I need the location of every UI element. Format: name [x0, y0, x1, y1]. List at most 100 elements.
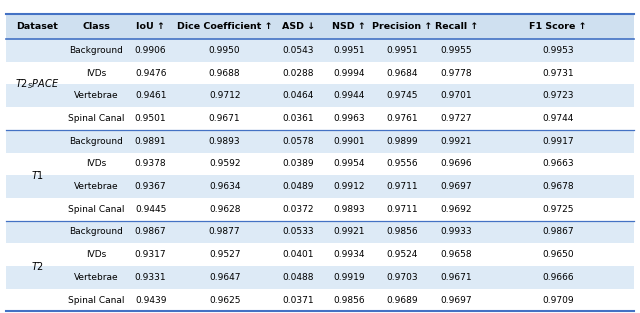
Text: 0.9634: 0.9634 — [209, 182, 241, 191]
Text: Background: Background — [69, 228, 123, 236]
Text: Dataset: Dataset — [16, 22, 58, 31]
Text: 0.9953: 0.9953 — [542, 46, 574, 55]
Text: 0.9697: 0.9697 — [440, 295, 472, 305]
Text: 0.9711: 0.9711 — [387, 182, 418, 191]
Text: 0.9891: 0.9891 — [135, 137, 166, 146]
Text: 0.9650: 0.9650 — [542, 250, 574, 259]
Text: 0.0288: 0.0288 — [283, 69, 314, 78]
Text: 0.9944: 0.9944 — [333, 91, 365, 100]
Bar — [6, 85, 634, 107]
Text: 0.9378: 0.9378 — [135, 159, 166, 168]
Text: 0.9712: 0.9712 — [209, 91, 241, 100]
Text: 0.9527: 0.9527 — [209, 250, 241, 259]
Text: 0.9856: 0.9856 — [387, 228, 418, 236]
Text: 0.9933: 0.9933 — [440, 228, 472, 236]
Text: Vertebrae: Vertebrae — [74, 273, 118, 282]
Text: 0.9524: 0.9524 — [387, 250, 418, 259]
Text: 0.9367: 0.9367 — [135, 182, 166, 191]
Text: 0.9671: 0.9671 — [209, 114, 241, 123]
Text: 0.9692: 0.9692 — [441, 205, 472, 214]
Text: F1 Score ↑: F1 Score ↑ — [529, 22, 587, 31]
Bar — [6, 14, 634, 39]
Text: 0.9592: 0.9592 — [209, 159, 241, 168]
Text: 0.9628: 0.9628 — [209, 205, 241, 214]
Text: 0.9921: 0.9921 — [441, 137, 472, 146]
Text: 0.9893: 0.9893 — [333, 205, 365, 214]
Text: 0.9688: 0.9688 — [209, 69, 241, 78]
Text: 0.9856: 0.9856 — [333, 295, 365, 305]
Bar — [6, 221, 634, 243]
Text: Background: Background — [69, 137, 123, 146]
Text: Dice Coefficient ↑: Dice Coefficient ↑ — [177, 22, 273, 31]
Text: 0.0389: 0.0389 — [282, 159, 314, 168]
Text: 0.9906: 0.9906 — [135, 46, 166, 55]
Text: 0.9731: 0.9731 — [542, 69, 574, 78]
Text: 0.9696: 0.9696 — [440, 159, 472, 168]
Text: 0.9934: 0.9934 — [333, 250, 365, 259]
Text: $T1$: $T1$ — [31, 169, 44, 181]
Text: 0.9877: 0.9877 — [209, 228, 241, 236]
Text: 0.9919: 0.9919 — [333, 273, 365, 282]
Text: 0.9867: 0.9867 — [135, 228, 166, 236]
Text: IoU ↑: IoU ↑ — [136, 22, 165, 31]
Text: 0.9951: 0.9951 — [387, 46, 418, 55]
Text: Vertebrae: Vertebrae — [74, 91, 118, 100]
Text: 0.9663: 0.9663 — [542, 159, 574, 168]
Text: 0.9476: 0.9476 — [135, 69, 166, 78]
Text: 0.9317: 0.9317 — [135, 250, 166, 259]
Text: $T2$: $T2$ — [31, 260, 44, 272]
Text: 0.0361: 0.0361 — [282, 114, 314, 123]
Text: Recall ↑: Recall ↑ — [435, 22, 478, 31]
Text: 0.0372: 0.0372 — [283, 205, 314, 214]
Text: 0.9625: 0.9625 — [209, 295, 241, 305]
Text: 0.9725: 0.9725 — [542, 205, 574, 214]
Text: 0.9723: 0.9723 — [542, 91, 574, 100]
Bar — [6, 243, 634, 266]
Text: 0.0533: 0.0533 — [282, 228, 314, 236]
Text: 0.9963: 0.9963 — [333, 114, 365, 123]
Text: 0.0401: 0.0401 — [283, 250, 314, 259]
Text: 0.9744: 0.9744 — [542, 114, 573, 123]
Text: 0.9921: 0.9921 — [333, 228, 365, 236]
Text: 0.9445: 0.9445 — [135, 205, 166, 214]
Text: 0.9439: 0.9439 — [135, 295, 166, 305]
Text: 0.9778: 0.9778 — [440, 69, 472, 78]
Text: 0.0488: 0.0488 — [283, 273, 314, 282]
Text: Class: Class — [82, 22, 110, 31]
Text: Spinal Canal: Spinal Canal — [68, 114, 124, 123]
Text: 0.9671: 0.9671 — [440, 273, 472, 282]
Bar — [6, 130, 634, 152]
Text: 0.9761: 0.9761 — [387, 114, 418, 123]
Text: 0.9901: 0.9901 — [333, 137, 365, 146]
Text: Background: Background — [69, 46, 123, 55]
Text: 0.9501: 0.9501 — [135, 114, 166, 123]
Text: 0.9666: 0.9666 — [542, 273, 574, 282]
Bar — [6, 198, 634, 221]
Text: IVDs: IVDs — [86, 159, 106, 168]
Text: 0.9994: 0.9994 — [333, 69, 365, 78]
Text: 0.9461: 0.9461 — [135, 91, 166, 100]
Text: ASD ↓: ASD ↓ — [282, 22, 315, 31]
Text: 0.9893: 0.9893 — [209, 137, 241, 146]
Text: 0.9917: 0.9917 — [542, 137, 574, 146]
Text: 0.0371: 0.0371 — [282, 295, 314, 305]
Text: NSD ↑: NSD ↑ — [332, 22, 366, 31]
Text: 0.9727: 0.9727 — [441, 114, 472, 123]
Bar — [6, 62, 634, 85]
Text: 0.9867: 0.9867 — [542, 228, 574, 236]
Text: Vertebrae: Vertebrae — [74, 182, 118, 191]
Text: 0.9701: 0.9701 — [440, 91, 472, 100]
Text: 0.9709: 0.9709 — [542, 295, 574, 305]
Text: 0.0489: 0.0489 — [283, 182, 314, 191]
Text: $T2_S PACE$: $T2_S PACE$ — [15, 78, 60, 91]
Text: 0.9745: 0.9745 — [387, 91, 418, 100]
Bar — [6, 175, 634, 198]
Bar — [6, 39, 634, 62]
Text: 0.9678: 0.9678 — [542, 182, 574, 191]
Text: 0.0543: 0.0543 — [283, 46, 314, 55]
Text: 0.9331: 0.9331 — [135, 273, 166, 282]
Text: 0.9951: 0.9951 — [333, 46, 365, 55]
Text: 0.9912: 0.9912 — [333, 182, 365, 191]
Bar — [6, 289, 634, 311]
Text: 0.9954: 0.9954 — [333, 159, 365, 168]
